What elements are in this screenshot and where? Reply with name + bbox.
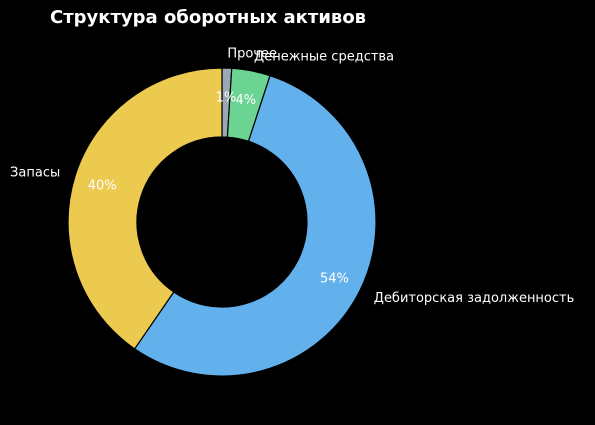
slice-2 — [133, 74, 377, 377]
pct-label-2: 54% — [320, 272, 349, 287]
slice-3 — [67, 67, 223, 350]
donut-labels: 1% Прочее 4% Денежные средства 54% Дебиторска… — [10, 47, 574, 307]
category-label-2: Дебиторская задолженность — [374, 291, 575, 306]
pct-label-1: 4% — [235, 93, 256, 108]
chart-title: Структура оборотных активов — [50, 7, 366, 28]
pct-label-3: 40% — [88, 179, 117, 194]
category-label-1: Денежные средства — [254, 50, 394, 65]
category-label-0: Прочее — [227, 47, 277, 62]
category-label-3: Запасы — [10, 166, 60, 181]
donut-slices — [67, 67, 377, 377]
pct-label-0: 1% — [216, 91, 237, 106]
